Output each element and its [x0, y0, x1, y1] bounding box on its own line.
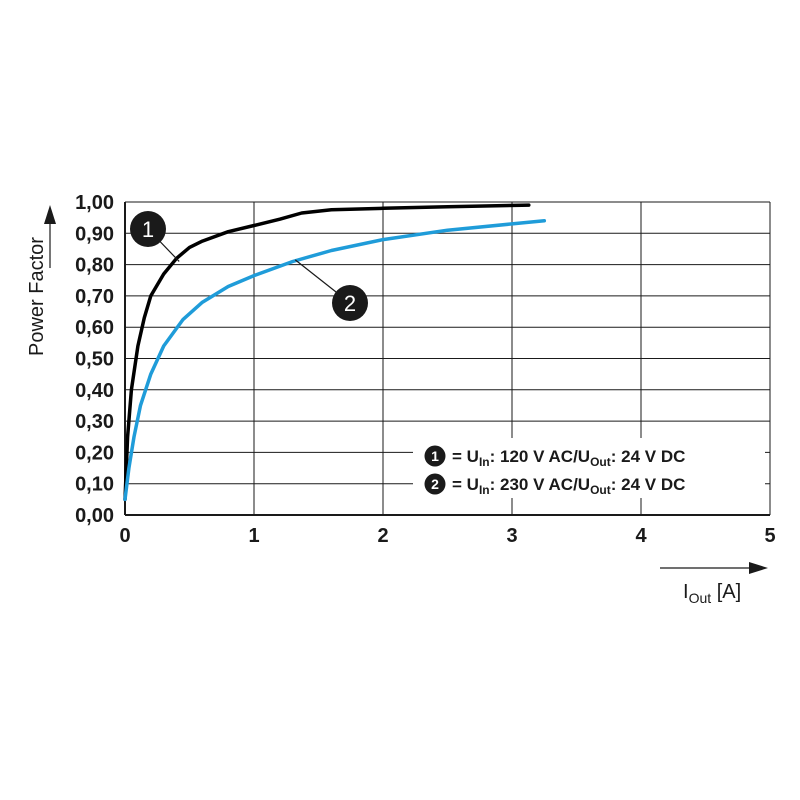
y-tick-label: 0,50 — [75, 349, 114, 371]
legend-box — [413, 438, 765, 498]
chart-grid — [124, 201, 771, 516]
x-tick-label: 2 — [377, 525, 388, 547]
legend: 1 = UIn: 120 V AC/UOut: 24 V DC 2 = UIn: 23… — [413, 438, 765, 498]
series-lines — [123, 203, 547, 502]
x-tick-label: 0 — [119, 525, 130, 547]
series-line-1 — [123, 203, 531, 502]
callout-marker-label-2: 2 — [344, 291, 356, 316]
x-tick-label: 3 — [506, 525, 517, 547]
y-tick-labels: 0,00 0,10 0,20 0,30 0,40 0,50 0,60 0,70 0,80 0,90… — [75, 192, 114, 527]
x-tick-label: 1 — [248, 525, 259, 547]
series-callouts: 12 — [130, 211, 368, 321]
y-tick-label: 0,60 — [75, 317, 114, 339]
legend-marker-label-1: 1 — [431, 448, 439, 464]
legend-marker-label-2: 2 — [431, 476, 439, 492]
legend-marker-2 — [424, 473, 446, 495]
y-tick-label: 0,40 — [75, 380, 114, 402]
y-axis-arrow-head — [44, 205, 56, 224]
x-axis-arrow-head — [749, 562, 768, 574]
legend-marker-1 — [424, 445, 446, 467]
legend-label-2: = UIn: 230 V AC/UOut: 24 V DC — [452, 475, 685, 497]
series-line-2 — [123, 219, 547, 502]
y-tick-label: 0,80 — [75, 255, 114, 277]
y-tick-label: 0,70 — [75, 286, 114, 308]
y-tick-label: 0,10 — [75, 474, 114, 496]
x-tick-label: 5 — [764, 525, 775, 547]
y-tick-label: 1,00 — [75, 192, 114, 214]
y-tick-label: 0,20 — [75, 442, 114, 464]
x-axis-title: IOut [A] — [683, 581, 741, 606]
callout-marker-2 — [332, 285, 368, 321]
y-tick-label: 0,00 — [75, 505, 114, 527]
y-axis-title: Power Factor — [26, 237, 48, 356]
callout-marker-label-1: 1 — [142, 217, 154, 242]
x-tick-labels: 0 1 2 3 4 5 — [119, 525, 775, 547]
x-tick-label: 4 — [635, 525, 647, 547]
y-tick-label: 0,90 — [75, 223, 114, 245]
callout-marker-1 — [130, 211, 166, 247]
y-tick-label: 0,30 — [75, 411, 114, 433]
legend-label-1: = UIn: 120 V AC/UOut: 24 V DC — [452, 447, 685, 469]
